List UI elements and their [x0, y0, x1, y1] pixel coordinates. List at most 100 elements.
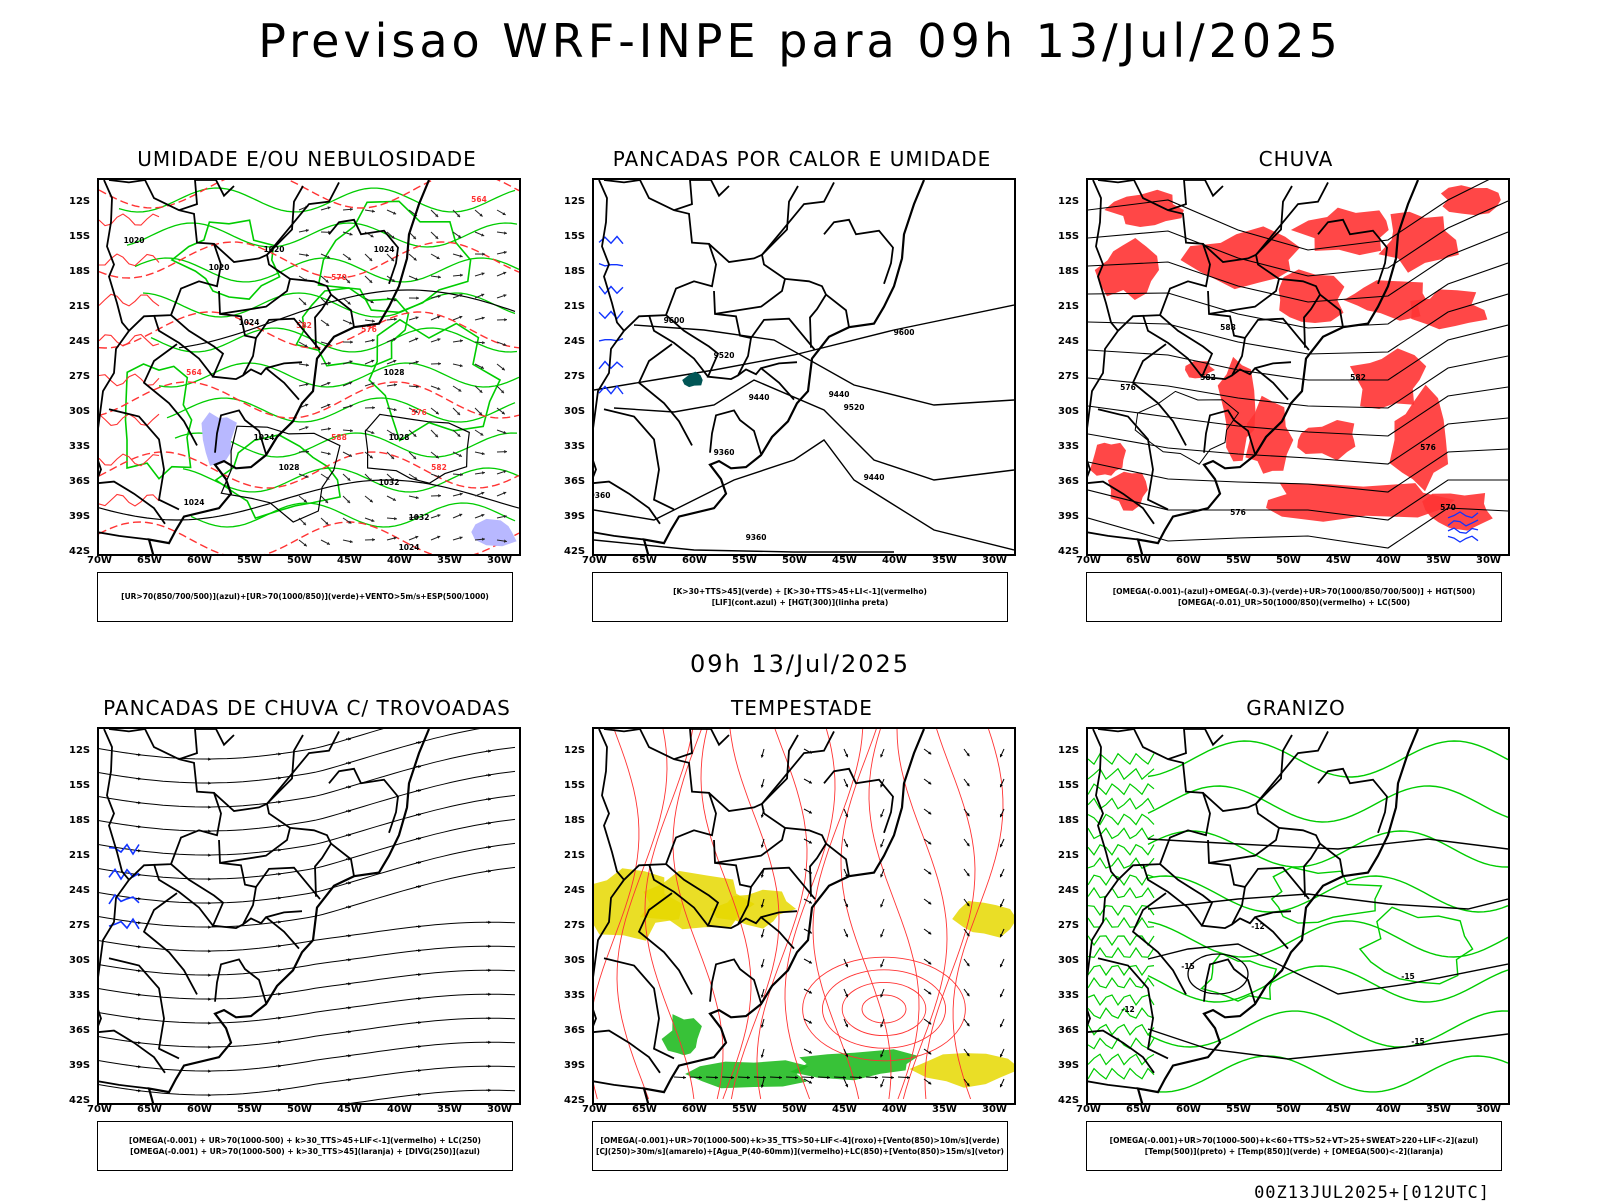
lon-tick-label: 45W: [337, 1104, 362, 1115]
legend-line: [OMEGA(-0.01)_UR>50(1000/850)(vermelho) …: [1178, 597, 1410, 608]
lon-tick-label: 70W: [582, 1104, 607, 1115]
lat-tick-label: 18S: [1058, 815, 1079, 826]
contour-label: 1020: [124, 236, 145, 245]
lon-tick-label: 45W: [1326, 555, 1351, 566]
lat-tick-label: 18S: [564, 815, 585, 826]
lon-tick-label: 40W: [387, 555, 412, 566]
svg-text:9440: 9440: [829, 390, 850, 399]
lat-tick-label: 27S: [1058, 371, 1079, 382]
map-tempestade: [592, 727, 1016, 1105]
lon-tick-label: 45W: [337, 555, 362, 566]
lat-tick-label: 15S: [69, 780, 90, 791]
lon-tick-label: 55W: [237, 555, 262, 566]
valid-time-title: 09h 13/Jul/2025: [0, 650, 1600, 678]
lon-tick-label: 35W: [932, 555, 957, 566]
lat-tick-label: 24S: [1058, 336, 1079, 347]
lat-tick-label: 24S: [1058, 885, 1079, 896]
map-content: 1020102010241024102410281028102810321032…: [99, 180, 519, 554]
lon-tick-label: 70W: [1076, 555, 1101, 566]
lon-tick-label: 60W: [187, 555, 212, 566]
lon-tick-label: 30W: [982, 555, 1007, 566]
svg-text:9600: 9600: [894, 328, 915, 337]
lat-tick-label: 18S: [69, 266, 90, 277]
lon-tick-label: 30W: [1476, 555, 1501, 566]
svg-text:-12: -12: [1121, 1005, 1135, 1014]
contour-label: 570: [331, 273, 347, 282]
legend-line: [LIF](cont.azul) + [HGT(300)](linha pret…: [712, 597, 889, 608]
lat-tick-label: 21S: [564, 850, 585, 861]
coastline-borders: [99, 180, 429, 554]
lon-tick-label: 60W: [1176, 555, 1201, 566]
lon-tick-label: 30W: [487, 1104, 512, 1115]
lon-tick-label: 70W: [87, 1104, 112, 1115]
lat-tick-label: 39S: [69, 511, 90, 522]
lat-tick-label: 27S: [69, 371, 90, 382]
lat-tick-label: 24S: [564, 885, 585, 896]
lon-tick-label: 40W: [1376, 1104, 1401, 1115]
contour-label: 588: [331, 433, 347, 442]
lon-tick-label: 55W: [237, 1104, 262, 1115]
legend-line: [OMEGA(-0.001) + UR>70(1000-500) + k>30_…: [130, 1146, 480, 1157]
lat-tick-label: 18S: [564, 266, 585, 277]
lon-tick-label: 50W: [287, 1104, 312, 1115]
contour-label: 1024: [374, 245, 395, 254]
legend-pancadas-trovoadas: [OMEGA(-0.001) + UR>70(1000-500) + k>30_…: [97, 1121, 513, 1171]
map-pancadas-calor: 9600960095209520944094409440936093609360: [592, 178, 1016, 556]
lat-tick-label: 18S: [1058, 266, 1079, 277]
lon-tick-label: 40W: [882, 555, 907, 566]
lat-tick-label: 39S: [1058, 1060, 1079, 1071]
lon-tick-label: 50W: [782, 1104, 807, 1115]
lat-tick-label: 12S: [69, 196, 90, 207]
lon-tick-label: 55W: [732, 1104, 757, 1115]
svg-text:9360: 9360: [746, 533, 767, 542]
lat-tick-label: 12S: [1058, 196, 1079, 207]
lon-tick-label: 40W: [882, 1104, 907, 1115]
lat-tick-label: 36S: [1058, 1025, 1079, 1036]
contour-label: 1028: [279, 463, 300, 472]
svg-text:9520: 9520: [844, 403, 865, 412]
svg-text:9600: 9600: [664, 316, 685, 325]
lat-tick-label: 15S: [69, 231, 90, 242]
lat-tick-label: 21S: [1058, 850, 1079, 861]
legend-umidade: [UR>70(850/700/500)](azul)+[UR>70(1000/8…: [97, 572, 513, 622]
contour-label: 1028: [389, 433, 410, 442]
contour-label: 576: [411, 408, 427, 417]
lat-tick-label: 24S: [69, 885, 90, 896]
lat-tick-label: 33S: [1058, 990, 1079, 1001]
lon-tick-label: 35W: [437, 1104, 462, 1115]
svg-text:9360: 9360: [714, 448, 735, 457]
svg-text:576: 576: [1120, 383, 1136, 392]
contour-label: 1024: [254, 433, 275, 442]
lat-tick-label: 30S: [1058, 406, 1079, 417]
lat-tick-label: 27S: [564, 371, 585, 382]
lon-tick-label: 60W: [682, 555, 707, 566]
contour-label: 564: [186, 368, 202, 377]
panel-title-pancadas-calor: PANCADAS POR CALOR E UMIDADE: [582, 147, 1022, 171]
legend-line: [OMEGA(-0.001)+UR>70(1000-500)+k>35_TTS>…: [600, 1135, 999, 1146]
lat-tick-label: 39S: [564, 1060, 585, 1071]
lat-tick-label: 39S: [564, 511, 585, 522]
legend-line: [Temp(500)](preto) + [Temp(850)](verde) …: [1145, 1146, 1443, 1157]
map-pancadas-trovoadas: [97, 727, 521, 1105]
lon-tick-label: 30W: [1476, 1104, 1501, 1115]
legend-chuva: [OMEGA(-0.001)-(azul)+OMEGA(-0.3)-(verde…: [1086, 572, 1502, 622]
lon-tick-label: 60W: [682, 1104, 707, 1115]
lat-tick-label: 30S: [564, 955, 585, 966]
lon-tick-label: 35W: [932, 1104, 957, 1115]
lat-tick-label: 36S: [69, 1025, 90, 1036]
map-content: -12-12-15-15-15: [1088, 741, 1508, 1092]
contour-label: 582: [431, 463, 447, 472]
legend-line: [CJ(250)>30m/s](amarelo)+[Agua_P(40-60mm…: [596, 1146, 1004, 1157]
svg-text:9440: 9440: [864, 473, 885, 482]
panel-title-tempestade: TEMPESTADE: [582, 696, 1022, 720]
lat-tick-label: 33S: [69, 990, 90, 1001]
lat-tick-label: 18S: [69, 815, 90, 826]
lon-tick-label: 40W: [387, 1104, 412, 1115]
svg-text:-15: -15: [1401, 972, 1415, 981]
lat-tick-label: 27S: [564, 920, 585, 931]
lat-tick-label: 15S: [1058, 780, 1079, 791]
panel-title-umidade: UMIDADE E/OU NEBULOSIDADE: [87, 147, 527, 171]
lat-tick-label: 15S: [1058, 231, 1079, 242]
